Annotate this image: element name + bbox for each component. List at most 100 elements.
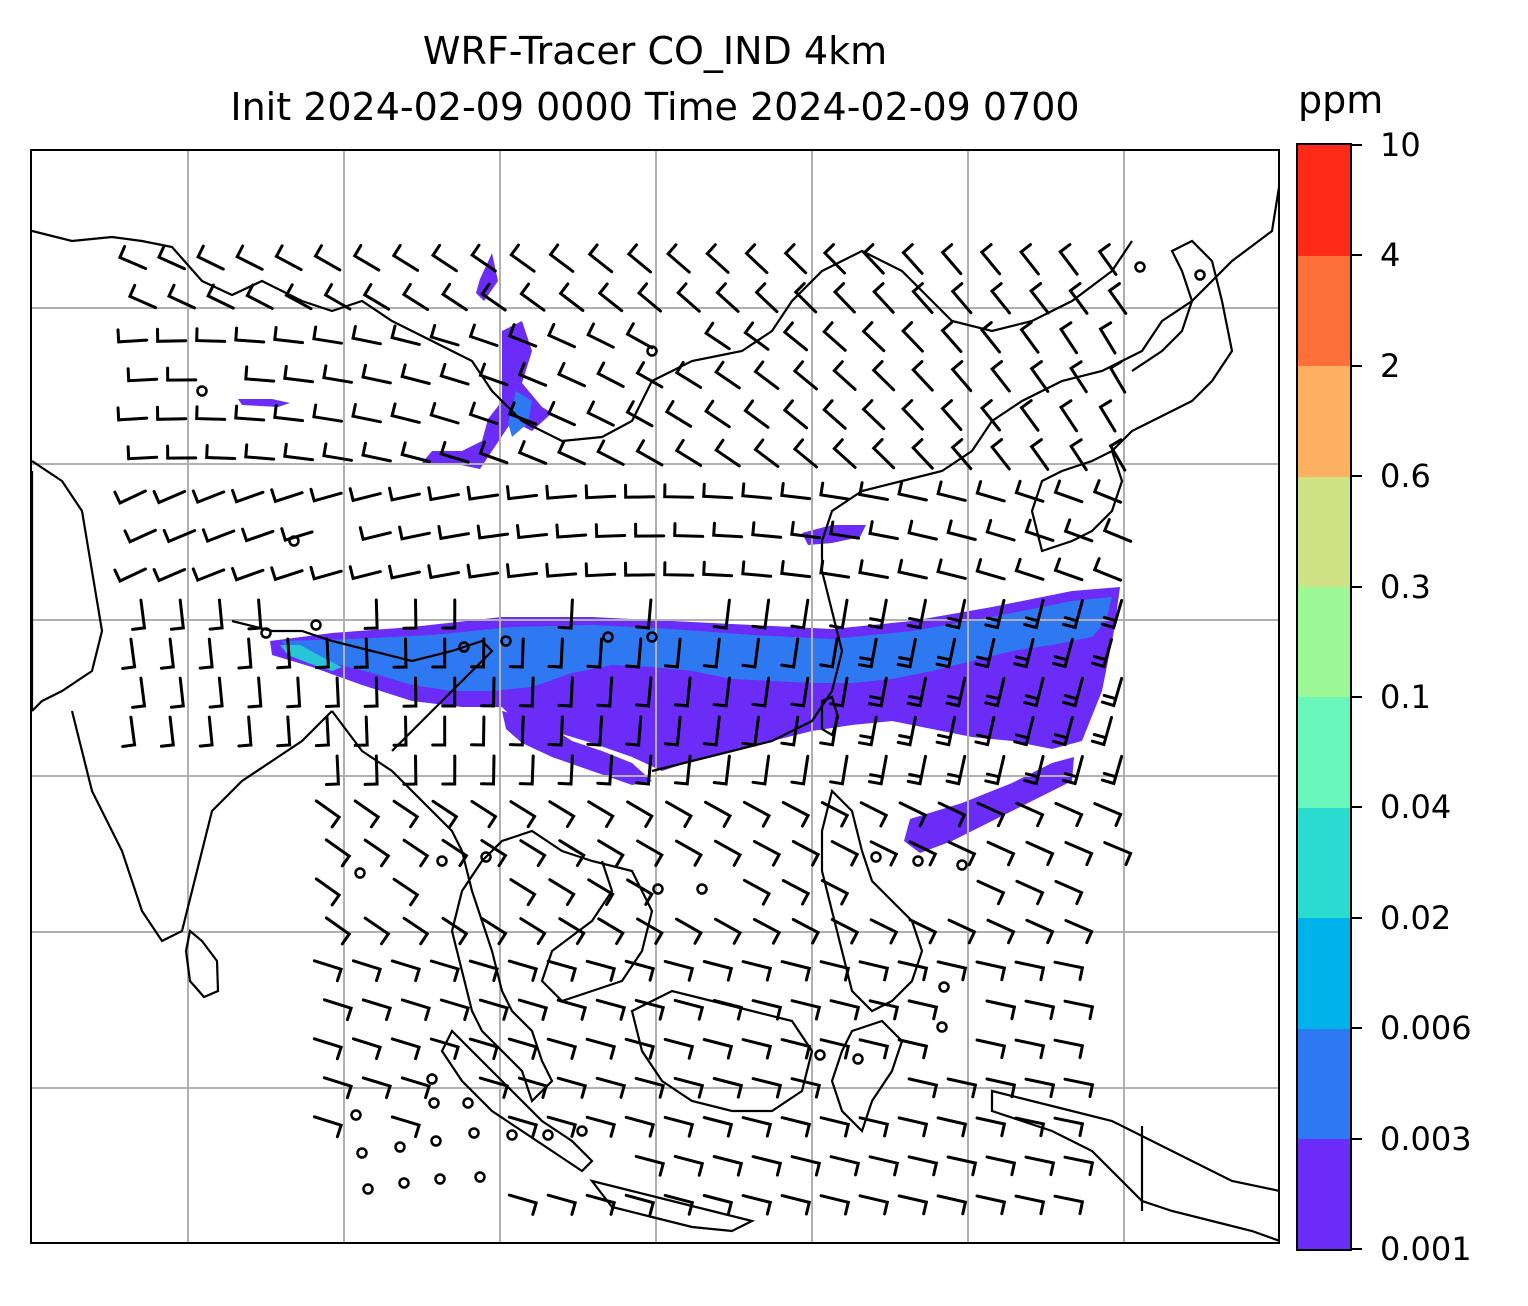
wind-barb bbox=[829, 676, 849, 708]
wind-barb bbox=[361, 1076, 392, 1100]
wind-barb bbox=[906, 598, 927, 630]
wind-barb bbox=[1013, 637, 1035, 669]
wind-barb bbox=[673, 676, 692, 708]
wind-barb bbox=[1023, 754, 1045, 786]
wind-barb bbox=[1102, 518, 1133, 543]
wind-barb bbox=[1064, 841, 1094, 867]
wind-barb bbox=[936, 480, 967, 502]
wind-barb bbox=[314, 799, 342, 829]
wind-barb bbox=[975, 558, 1006, 581]
wind-barb bbox=[946, 1077, 978, 1099]
wind-barb bbox=[1058, 399, 1078, 433]
lat-lon-grid bbox=[32, 151, 1278, 1242]
wind-barb bbox=[1092, 479, 1123, 504]
wind-barb bbox=[911, 360, 934, 392]
wind-barb bbox=[979, 399, 1001, 432]
wind-barb bbox=[635, 676, 653, 708]
coast-north-border bbox=[32, 229, 1133, 443]
wind-barb bbox=[113, 567, 147, 583]
wind-barb bbox=[702, 482, 734, 500]
wind-barb bbox=[819, 960, 851, 982]
wind-barb bbox=[284, 283, 313, 311]
wind-barb bbox=[862, 243, 885, 275]
wind-barb bbox=[979, 321, 1001, 354]
colorbar-tick-label: 0.001 bbox=[1380, 1230, 1472, 1268]
calm-circle bbox=[576, 1125, 588, 1137]
wind-barb bbox=[439, 998, 470, 1021]
wind-barb bbox=[519, 839, 547, 868]
calm-circle bbox=[428, 1097, 440, 1109]
wind-barb bbox=[546, 400, 576, 427]
wind-barb bbox=[557, 439, 586, 466]
wind-barb bbox=[790, 676, 810, 708]
wind-barb bbox=[441, 754, 457, 786]
wind-barb bbox=[353, 715, 369, 747]
wind-barb bbox=[113, 489, 147, 505]
wind-barb bbox=[506, 563, 539, 579]
wind-barb bbox=[361, 363, 392, 385]
wind-barb bbox=[587, 800, 615, 828]
wind-barb bbox=[1069, 360, 1088, 394]
colorbar-tick bbox=[1352, 916, 1362, 919]
wind-barb bbox=[508, 637, 525, 669]
wind-barb bbox=[313, 244, 342, 272]
wind-barb bbox=[478, 998, 510, 1021]
wind-barb bbox=[518, 676, 535, 708]
wind-barb bbox=[585, 959, 617, 982]
wind-barb bbox=[584, 484, 617, 500]
wind-barb bbox=[351, 959, 382, 983]
wind-barb bbox=[872, 282, 895, 314]
plume-main-band-mid bbox=[282, 597, 1112, 691]
wind-barb bbox=[936, 558, 967, 580]
wind-barb bbox=[480, 676, 496, 708]
wind-barb bbox=[702, 1116, 734, 1138]
wind-barb bbox=[714, 360, 741, 390]
wind-barb bbox=[741, 637, 760, 669]
wind-barb bbox=[401, 282, 430, 311]
wind-barb bbox=[714, 839, 743, 867]
wind-barb bbox=[751, 521, 783, 539]
wind-barb bbox=[429, 402, 460, 425]
wind-barb bbox=[985, 999, 1017, 1021]
wind-barb bbox=[517, 440, 548, 465]
coast-sumatra bbox=[440, 1029, 594, 1173]
wind-barb bbox=[353, 799, 381, 829]
wind-barb bbox=[780, 482, 812, 501]
wind-barb bbox=[208, 598, 224, 631]
wind-barb bbox=[402, 676, 418, 708]
coast-philippines bbox=[820, 788, 924, 1013]
wind-barb bbox=[624, 1115, 656, 1138]
wind-barb bbox=[159, 637, 175, 670]
wind-barb bbox=[665, 243, 691, 274]
wind-barb bbox=[907, 519, 938, 541]
wind-barb bbox=[322, 364, 353, 384]
wind-barb bbox=[911, 438, 934, 470]
calm-circle bbox=[956, 859, 968, 871]
wind-barb bbox=[625, 322, 654, 350]
coast-borneo bbox=[630, 989, 814, 1113]
calm-circle bbox=[394, 1141, 406, 1153]
wind-barb bbox=[191, 567, 226, 583]
wind-barb bbox=[985, 519, 1016, 542]
map-canvas bbox=[32, 151, 1278, 1242]
wind-barb bbox=[247, 598, 263, 631]
wind-barb bbox=[753, 438, 780, 468]
wind-barb bbox=[1014, 479, 1045, 503]
wind-barb bbox=[441, 676, 457, 708]
wind-barb bbox=[506, 485, 539, 501]
wind-barb bbox=[908, 918, 938, 945]
wind-barb bbox=[935, 715, 957, 747]
map-panel[interactable] bbox=[30, 149, 1280, 1244]
wind-barb bbox=[986, 918, 1016, 945]
wind-barb bbox=[517, 998, 549, 1021]
wind-barb bbox=[595, 998, 627, 1021]
wind-barb bbox=[322, 1076, 353, 1100]
wind-barb bbox=[390, 1115, 421, 1139]
wind-barb bbox=[480, 839, 508, 868]
wind-barb bbox=[585, 1037, 617, 1060]
wind-barb bbox=[507, 323, 538, 348]
wind-barb bbox=[466, 563, 500, 579]
wind-barb bbox=[974, 637, 996, 669]
wind-barb bbox=[781, 879, 811, 906]
wind-barb bbox=[361, 441, 392, 463]
